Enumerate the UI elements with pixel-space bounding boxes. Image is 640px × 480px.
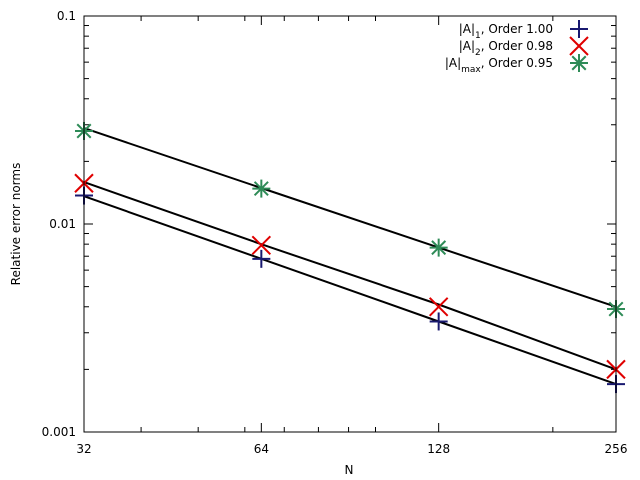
y-tick-label: 0.1 <box>57 9 76 23</box>
fit-line-series-2 <box>83 181 617 371</box>
y-tick-label: 0.001 <box>42 425 76 439</box>
data-point-series-2 <box>251 235 272 256</box>
major-ticks <box>83 15 617 433</box>
fit-line-series-1 <box>83 195 617 386</box>
minor-ticks <box>84 16 616 432</box>
legend-marker <box>569 36 589 56</box>
legend-entry: |A|2, Order 0.98 <box>459 36 589 58</box>
legend-entry: |A|1, Order 1.00 <box>459 20 588 41</box>
legend: |A|1, Order 1.00|A|2, Order 0.98|A|max, … <box>445 20 589 75</box>
legend-entry: |A|max, Order 0.95 <box>445 54 588 75</box>
x-tick-label: 128 <box>427 442 450 456</box>
x-axis-label: N <box>345 463 354 477</box>
y-tick-label: 0.01 <box>49 217 76 231</box>
legend-label: |A|1, Order 1.00 <box>459 22 553 41</box>
y-axis-label: Relative error norms <box>9 163 23 286</box>
data-point-series-1 <box>429 312 448 331</box>
legend-marker <box>570 54 588 72</box>
x-tick-label: 32 <box>76 442 91 456</box>
legend-marker <box>570 20 588 38</box>
x-tick-label: 256 <box>605 442 628 456</box>
data-point-series-2 <box>428 297 449 317</box>
x-tick-label: 64 <box>254 442 269 456</box>
tick-labels: 32 64 128 256 0.001 0.01 0.1 <box>42 9 628 456</box>
legend-label: |A|max, Order 0.95 <box>445 56 553 75</box>
data-point-series-3 <box>429 238 448 257</box>
fit-line-series-3 <box>83 127 617 308</box>
data-point-series-1 <box>252 249 271 268</box>
legend-label: |A|2, Order 0.98 <box>459 39 553 58</box>
fit-lines <box>83 127 617 386</box>
data-point-series-3 <box>252 179 271 198</box>
